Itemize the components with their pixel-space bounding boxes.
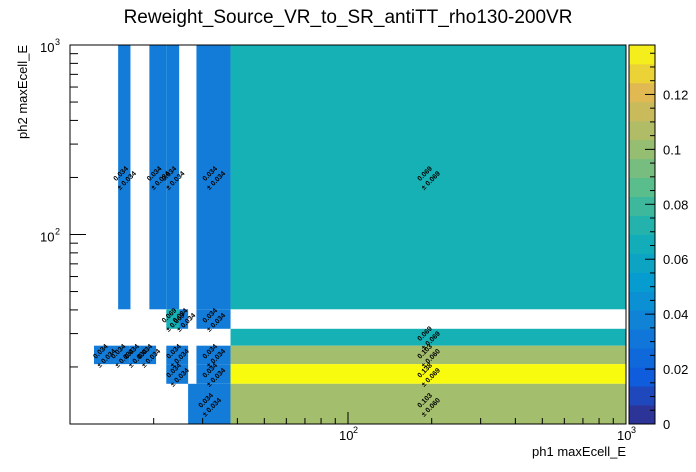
chart-title: Reweight_Source_VR_to_SR_antiTT_rho130-2… xyxy=(124,7,573,28)
colorbar-band xyxy=(629,405,655,425)
heatmap-cell xyxy=(129,345,141,365)
colorbar: 0 0.02 0.04 0.06 0.08 0.1 0.12 xyxy=(628,44,688,432)
heatmap-cell xyxy=(94,345,115,365)
colorbar-band xyxy=(629,367,655,387)
heatmap-cell xyxy=(140,345,157,365)
heatmap-cell xyxy=(196,309,231,329)
colorbar-frame xyxy=(628,44,656,425)
heatmap-cell xyxy=(230,328,626,346)
x-tick-exponent: 2 xyxy=(353,425,358,435)
heatmap-cell xyxy=(114,345,130,365)
heatmap-cell xyxy=(188,383,231,424)
heatmap-cell xyxy=(179,309,189,329)
colorbar-band xyxy=(629,101,655,122)
heatmap-cell xyxy=(149,45,167,310)
colorbar-band xyxy=(629,139,655,160)
colorbar-band xyxy=(629,348,655,368)
x-tick-label: 10 xyxy=(617,428,631,443)
colorbar-band xyxy=(629,253,655,273)
x-axis: 10 2 10 3 xyxy=(153,412,636,443)
y-tick-exponent: 2 xyxy=(55,227,60,237)
colorbar-tick-label: 0.08 xyxy=(663,197,688,212)
x-tick-label: 10 xyxy=(339,428,353,443)
colorbar-band xyxy=(629,45,655,65)
heatmap-cell xyxy=(118,45,131,310)
heatmap-cell xyxy=(196,364,231,384)
colorbar-band xyxy=(629,120,655,141)
x-tick-exponent: 3 xyxy=(631,425,636,435)
colorbar-tick-label: 0.12 xyxy=(663,87,688,102)
colorbar-band xyxy=(629,272,655,292)
colorbar-band xyxy=(629,177,655,197)
colorbar-band xyxy=(629,63,655,84)
y-axis-label: ph2 maxEcell_E xyxy=(15,45,30,139)
colorbar-band xyxy=(629,291,655,311)
heatmap-cell xyxy=(196,345,231,365)
heatmap-cells xyxy=(94,45,626,424)
heatmap-cell xyxy=(166,309,180,329)
colorbar-band xyxy=(629,215,655,235)
colorbar-band xyxy=(629,234,655,254)
y-tick-label: 10 xyxy=(40,40,54,55)
x-axis-label: ph1 maxEcell_E xyxy=(532,444,626,459)
heatmap-cell xyxy=(230,45,626,310)
heatmap-cell xyxy=(166,345,189,365)
colorbar-tick-label: 0 xyxy=(663,417,670,432)
colorbar-tick-label: 0.06 xyxy=(663,252,688,267)
colorbar-band xyxy=(629,386,655,406)
colorbar-band xyxy=(629,82,655,103)
heatmap-cell xyxy=(230,345,626,365)
colorbar-tick-label: 0.04 xyxy=(663,307,688,322)
y-tick-label: 10 xyxy=(40,230,54,245)
colorbar-tick-label: 0.02 xyxy=(663,362,688,377)
colorbar-band xyxy=(629,158,655,179)
colorbar-tick-label: 0.1 xyxy=(663,142,681,157)
colorbar-band xyxy=(629,196,655,216)
heatmap-cell xyxy=(196,45,231,310)
y-tick-exponent: 3 xyxy=(55,37,60,47)
heatmap-cell xyxy=(230,364,626,384)
colorbar-band xyxy=(629,329,655,349)
heatmap-cell xyxy=(230,383,626,424)
heatmap-cell xyxy=(166,364,189,384)
colorbar-band xyxy=(629,310,655,330)
heatmap-cell xyxy=(166,45,180,310)
